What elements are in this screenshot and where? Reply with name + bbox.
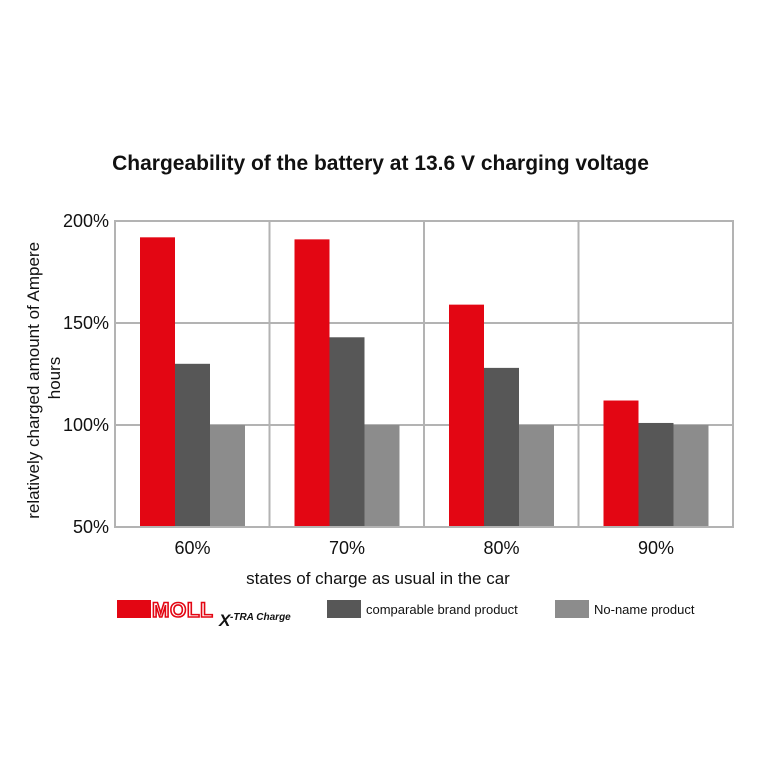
y-tick-label: 200% (63, 211, 109, 231)
legend-swatch-no-name (555, 600, 589, 618)
y-tick-label: 100% (63, 415, 109, 435)
bar-moll (294, 239, 330, 528)
y-tick-label: 150% (63, 313, 109, 333)
y-axis-title-line-2: hours (45, 357, 64, 400)
chart-title: Chargeability of the battery at 13.6 V c… (112, 152, 649, 175)
x-tick-labels: 60% 70% 80% 90% (174, 538, 674, 558)
y-tick-label: 50% (73, 517, 109, 537)
bar-no-name (673, 425, 709, 527)
y-axis-title: relatively charged amount of Ampere hour… (24, 237, 64, 519)
bar-comparable-brand (329, 337, 365, 527)
y-axis-title-line-1: relatively charged amount of Ampere (24, 242, 43, 519)
bar-no-name (210, 425, 245, 527)
plot-border (114, 220, 734, 528)
x-tick-label: 90% (638, 538, 674, 558)
x-tick-label: 60% (174, 538, 210, 558)
legend-swatch-comparable-brand (327, 600, 361, 618)
x-tick-label: 80% (483, 538, 519, 558)
legend-label-no-name: No-name product (594, 602, 695, 617)
bar-moll (603, 400, 639, 527)
legend-swatch-moll (117, 600, 151, 618)
x-tick-label: 70% (329, 538, 365, 558)
bar-moll (449, 304, 484, 527)
svg-text:-TRA Charge: -TRA Charge (230, 612, 291, 623)
svg-text:X: X (218, 611, 232, 630)
bar-no-name (364, 425, 400, 527)
bar-comparable-brand (638, 422, 674, 527)
legend: MOLL X -TRA Charge comparable brand prod… (117, 598, 695, 630)
svg-text:MOLL: MOLL (152, 599, 213, 622)
moll-xtra-charge-logo: MOLL X -TRA Charge (151, 598, 291, 630)
bar-comparable-brand (175, 363, 210, 527)
bar-comparable-brand (484, 367, 519, 527)
y-tick-labels: 50% 100% 150% 200% (63, 211, 109, 537)
bar-moll (140, 237, 175, 527)
legend-label-comparable-brand: comparable brand product (366, 602, 518, 617)
x-axis-title: states of charge as usual in the car (246, 569, 510, 588)
plot-frame (114, 220, 734, 528)
bar-layer (140, 237, 709, 528)
bar-no-name (519, 425, 554, 527)
